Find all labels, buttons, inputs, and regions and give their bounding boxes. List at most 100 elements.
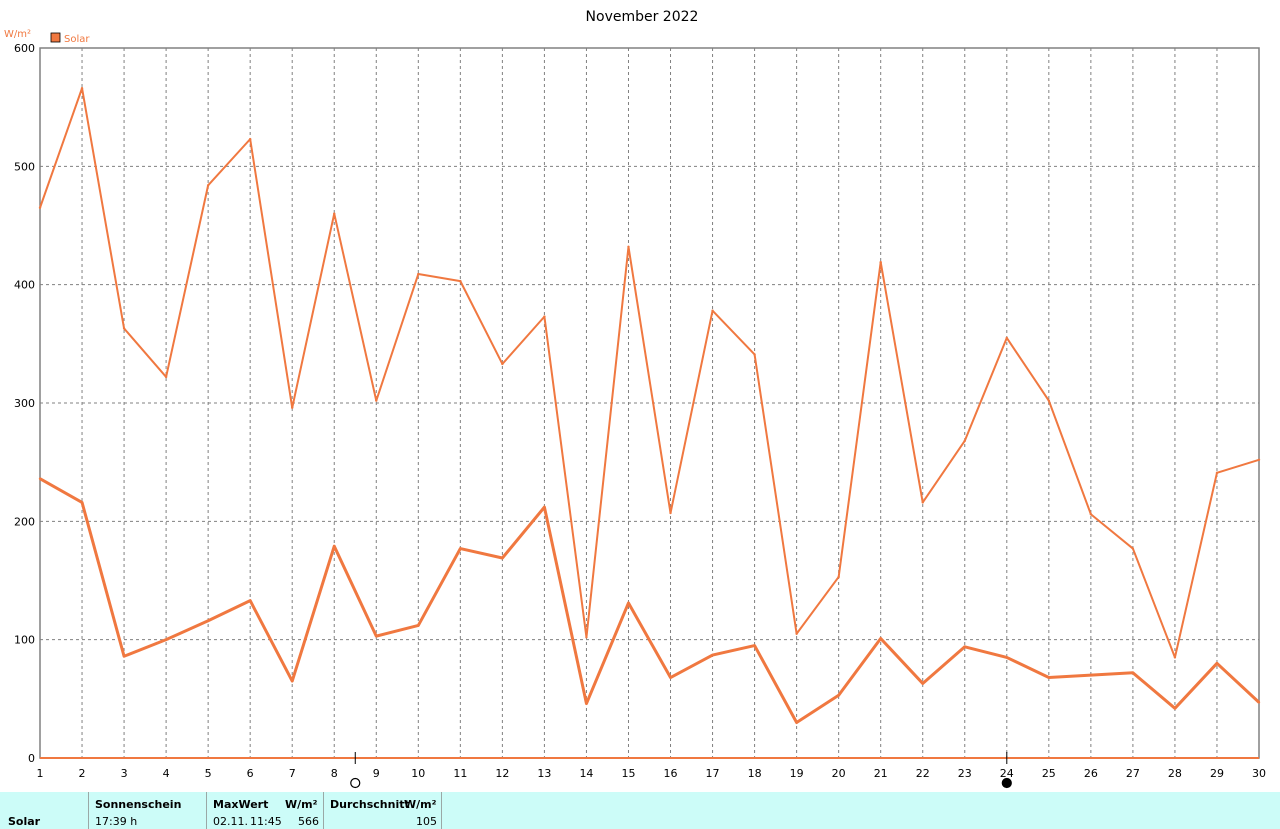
x-tick-label: 3 — [121, 767, 128, 780]
x-tick-label: 29 — [1210, 767, 1224, 780]
y-tick-label: 300 — [14, 397, 35, 410]
x-tick-label: 9 — [373, 767, 380, 780]
x-tick-label: 23 — [958, 767, 972, 780]
data-point-daily-average — [291, 679, 294, 683]
data-point-daily-average — [795, 721, 798, 724]
x-tick-label: 8 — [331, 767, 338, 780]
x-tick-label: 21 — [874, 767, 888, 780]
data-point-daily-average — [585, 702, 588, 705]
data-point-daily-maximum — [1089, 513, 1093, 516]
data-point-daily-maximum — [669, 511, 672, 515]
data-point-daily-average — [164, 638, 168, 641]
data-point-daily-average — [1131, 671, 1135, 674]
stats-row-label: Solar — [8, 815, 41, 828]
stats-divider — [441, 792, 442, 829]
x-tick-label: 11 — [453, 767, 467, 780]
x-tick-label: 22 — [916, 767, 930, 780]
data-point-daily-average — [1005, 656, 1008, 659]
data-point-daily-maximum — [1131, 547, 1135, 550]
data-point-daily-maximum — [1257, 458, 1261, 461]
x-tick-label: 27 — [1126, 767, 1140, 780]
data-point-daily-maximum — [80, 87, 84, 90]
data-point-daily-average — [711, 653, 714, 657]
avg-header: Durchschnitt — [330, 798, 410, 811]
data-point-daily-average — [669, 676, 672, 679]
data-point-daily-average — [206, 619, 210, 622]
x-tick-label: 12 — [495, 767, 509, 780]
max-date: 02.11. — [213, 815, 248, 828]
x-tick-label: 16 — [664, 767, 678, 780]
x-tick-label: 30 — [1252, 767, 1266, 780]
y-tick-label: 0 — [28, 752, 35, 765]
data-point-daily-average — [837, 694, 840, 697]
moon-phases — [350, 752, 1012, 789]
data-point-daily-average — [501, 556, 504, 560]
series-line-daily-maximum — [39, 87, 1260, 659]
data-point-daily-average — [963, 645, 966, 648]
avg-unit: W/m² — [404, 798, 437, 811]
data-point-daily-maximum — [501, 362, 504, 366]
data-point-daily-maximum — [1173, 656, 1177, 659]
x-tick-label: 26 — [1084, 767, 1098, 780]
stats-table: Solar Sonnenschein 17:39 h MaxWert W/m² … — [0, 792, 1280, 829]
data-point-daily-maximum — [248, 137, 252, 141]
x-tick-label: 18 — [748, 767, 762, 780]
new-moon-icon — [1001, 777, 1012, 789]
data-point-daily-average — [38, 477, 42, 480]
y-tick-label: 200 — [14, 515, 35, 528]
x-tick-label: 17 — [706, 767, 720, 780]
full-moon-icon — [350, 777, 361, 789]
data-point-daily-average — [333, 544, 336, 548]
y-tick-label: 600 — [14, 42, 35, 55]
data-point-daily-maximum — [122, 327, 126, 330]
chart-title: November 2022 — [586, 9, 699, 25]
series-line-daily-average — [39, 477, 1261, 724]
data-point-daily-maximum — [38, 206, 42, 209]
data-point-daily-maximum — [206, 184, 210, 187]
data-point-daily-average — [879, 637, 882, 640]
x-tick-label: 5 — [205, 767, 212, 780]
x-tick-label: 4 — [163, 767, 170, 780]
y-tick-label: 400 — [14, 279, 35, 292]
data-point-daily-average — [122, 655, 126, 658]
series — [38, 87, 1261, 724]
data-point-daily-average — [753, 644, 756, 647]
x-tick-label: 19 — [790, 767, 804, 780]
data-point-daily-maximum — [333, 212, 336, 215]
data-point-daily-maximum — [291, 406, 294, 409]
y-tick-label: 500 — [14, 160, 35, 173]
x-tick-label: 25 — [1042, 767, 1056, 780]
sunshine-value: 17:39 h — [95, 815, 138, 828]
data-point-daily-average — [543, 505, 546, 509]
legend-label: Solar — [64, 34, 90, 45]
data-point-daily-average — [1089, 673, 1093, 677]
x-tick-label: 2 — [79, 767, 86, 780]
y-axis-unit: W/m² — [4, 29, 31, 40]
data-point-daily-average — [375, 634, 378, 638]
data-point-daily-maximum — [627, 245, 630, 248]
avg-value: 105 — [416, 815, 437, 828]
x-tick-label: 7 — [289, 767, 296, 780]
x-tick-label: 14 — [579, 767, 593, 780]
data-point-daily-average — [921, 682, 924, 685]
max-value: 566 — [298, 815, 319, 828]
data-point-daily-maximum — [963, 439, 966, 443]
data-point-daily-maximum — [164, 375, 168, 379]
max-unit: W/m² — [285, 798, 318, 811]
data-point-daily-maximum — [417, 272, 420, 276]
data-point-daily-average — [1215, 662, 1219, 665]
sunshine-header: Sonnenschein — [95, 798, 182, 811]
stats-divider — [206, 792, 207, 829]
data-point-daily-average — [1047, 676, 1051, 679]
grid — [40, 48, 1259, 758]
max-header: MaxWert — [213, 798, 269, 811]
stats-divider — [323, 792, 324, 829]
data-point-daily-maximum — [1047, 399, 1051, 402]
data-point-daily-maximum — [921, 501, 924, 504]
x-tick-label: 13 — [537, 767, 551, 780]
x-tick-label: 10 — [411, 767, 425, 780]
data-point-daily-average — [459, 547, 462, 550]
data-point-daily-average — [1173, 707, 1177, 710]
data-point-daily-maximum — [753, 353, 756, 356]
x-tick-label: 1 — [37, 767, 44, 780]
